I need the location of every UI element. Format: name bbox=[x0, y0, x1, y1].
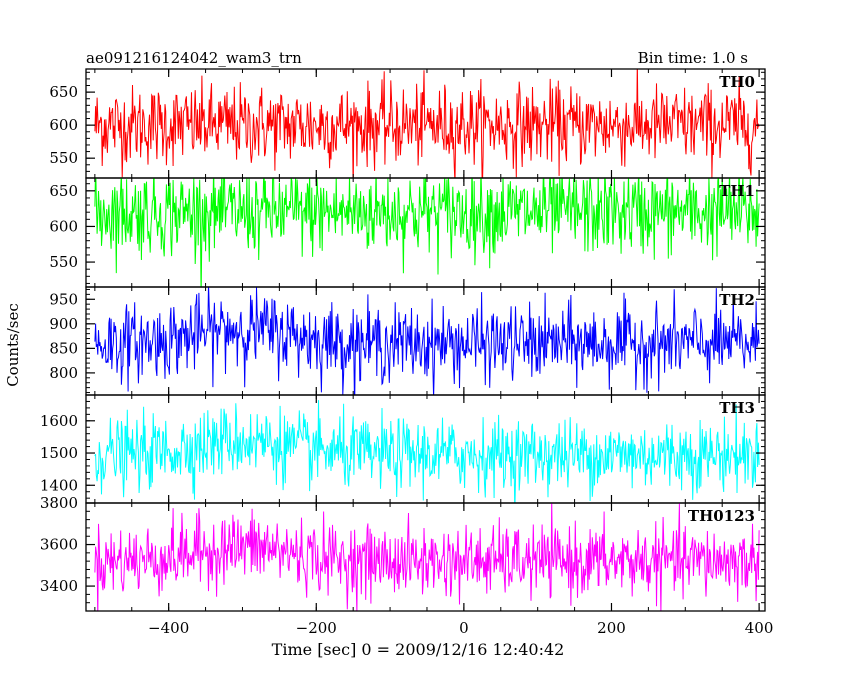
panel-th0123: 3400 3600 3800 TH0123 bbox=[40, 494, 766, 612]
x-tick-label: −200 bbox=[296, 619, 337, 637]
panel-th2: 800 850 900 950 TH2 bbox=[49, 286, 766, 396]
series-line-th2 bbox=[94, 287, 760, 395]
panel-frame bbox=[85, 502, 766, 612]
y-tick-label: 900 bbox=[49, 315, 78, 333]
chart-title: ae091216124042_wam3_trn bbox=[86, 49, 302, 67]
y-tick-label: 1600 bbox=[40, 412, 78, 430]
panel-th0: 550 600 650 TH0 bbox=[49, 68, 766, 179]
y-tick-label: 850 bbox=[49, 339, 78, 357]
x-axis-label: Time [sec] 0 = 2009/12/16 12:40:42 bbox=[272, 640, 565, 659]
y-tick-label: 800 bbox=[49, 364, 78, 382]
y-tick-label: 1500 bbox=[40, 444, 78, 462]
series-line-th3 bbox=[94, 400, 760, 503]
panel-label: TH3 bbox=[719, 399, 755, 417]
y-tick-label: 3800 bbox=[40, 494, 78, 512]
y-tick-label: 1400 bbox=[40, 476, 78, 494]
y-tick-label: 550 bbox=[49, 149, 78, 167]
bin-time-label: Bin time: 1.0 s bbox=[638, 49, 748, 67]
y-tick-label: 600 bbox=[49, 116, 78, 134]
panel-th1: 550 600 650 TH1 bbox=[49, 177, 766, 288]
panel-label: TH0 bbox=[719, 73, 755, 91]
x-tick-label: 200 bbox=[597, 619, 626, 637]
y-tick-label: 3400 bbox=[40, 577, 78, 595]
y-tick-label: 3600 bbox=[40, 536, 78, 554]
panel-label: TH0123 bbox=[688, 507, 755, 525]
series-line-th0123 bbox=[94, 503, 760, 611]
series-line-th0 bbox=[94, 69, 760, 178]
panels: 550 600 650 TH0 550 600 650 TH1 800 850 900 950 TH2 1… bbox=[40, 68, 774, 637]
y-tick-label: 950 bbox=[49, 290, 78, 308]
y-tick-label: 550 bbox=[49, 253, 78, 271]
y-tick-label: 650 bbox=[49, 182, 78, 200]
series-line-th1 bbox=[94, 178, 760, 287]
y-tick-label: 650 bbox=[49, 83, 78, 101]
panel-label: TH2 bbox=[719, 291, 755, 309]
panel-label: TH1 bbox=[719, 182, 755, 200]
y-axis-label: Counts/sec bbox=[4, 303, 22, 387]
x-tick-label: 400 bbox=[745, 619, 774, 637]
y-tick-label: 600 bbox=[49, 217, 78, 235]
panel-th3: 1400 1500 1600 TH3 bbox=[40, 394, 766, 504]
x-tick-label: 0 bbox=[459, 619, 469, 637]
x-tick-label: −400 bbox=[148, 619, 189, 637]
